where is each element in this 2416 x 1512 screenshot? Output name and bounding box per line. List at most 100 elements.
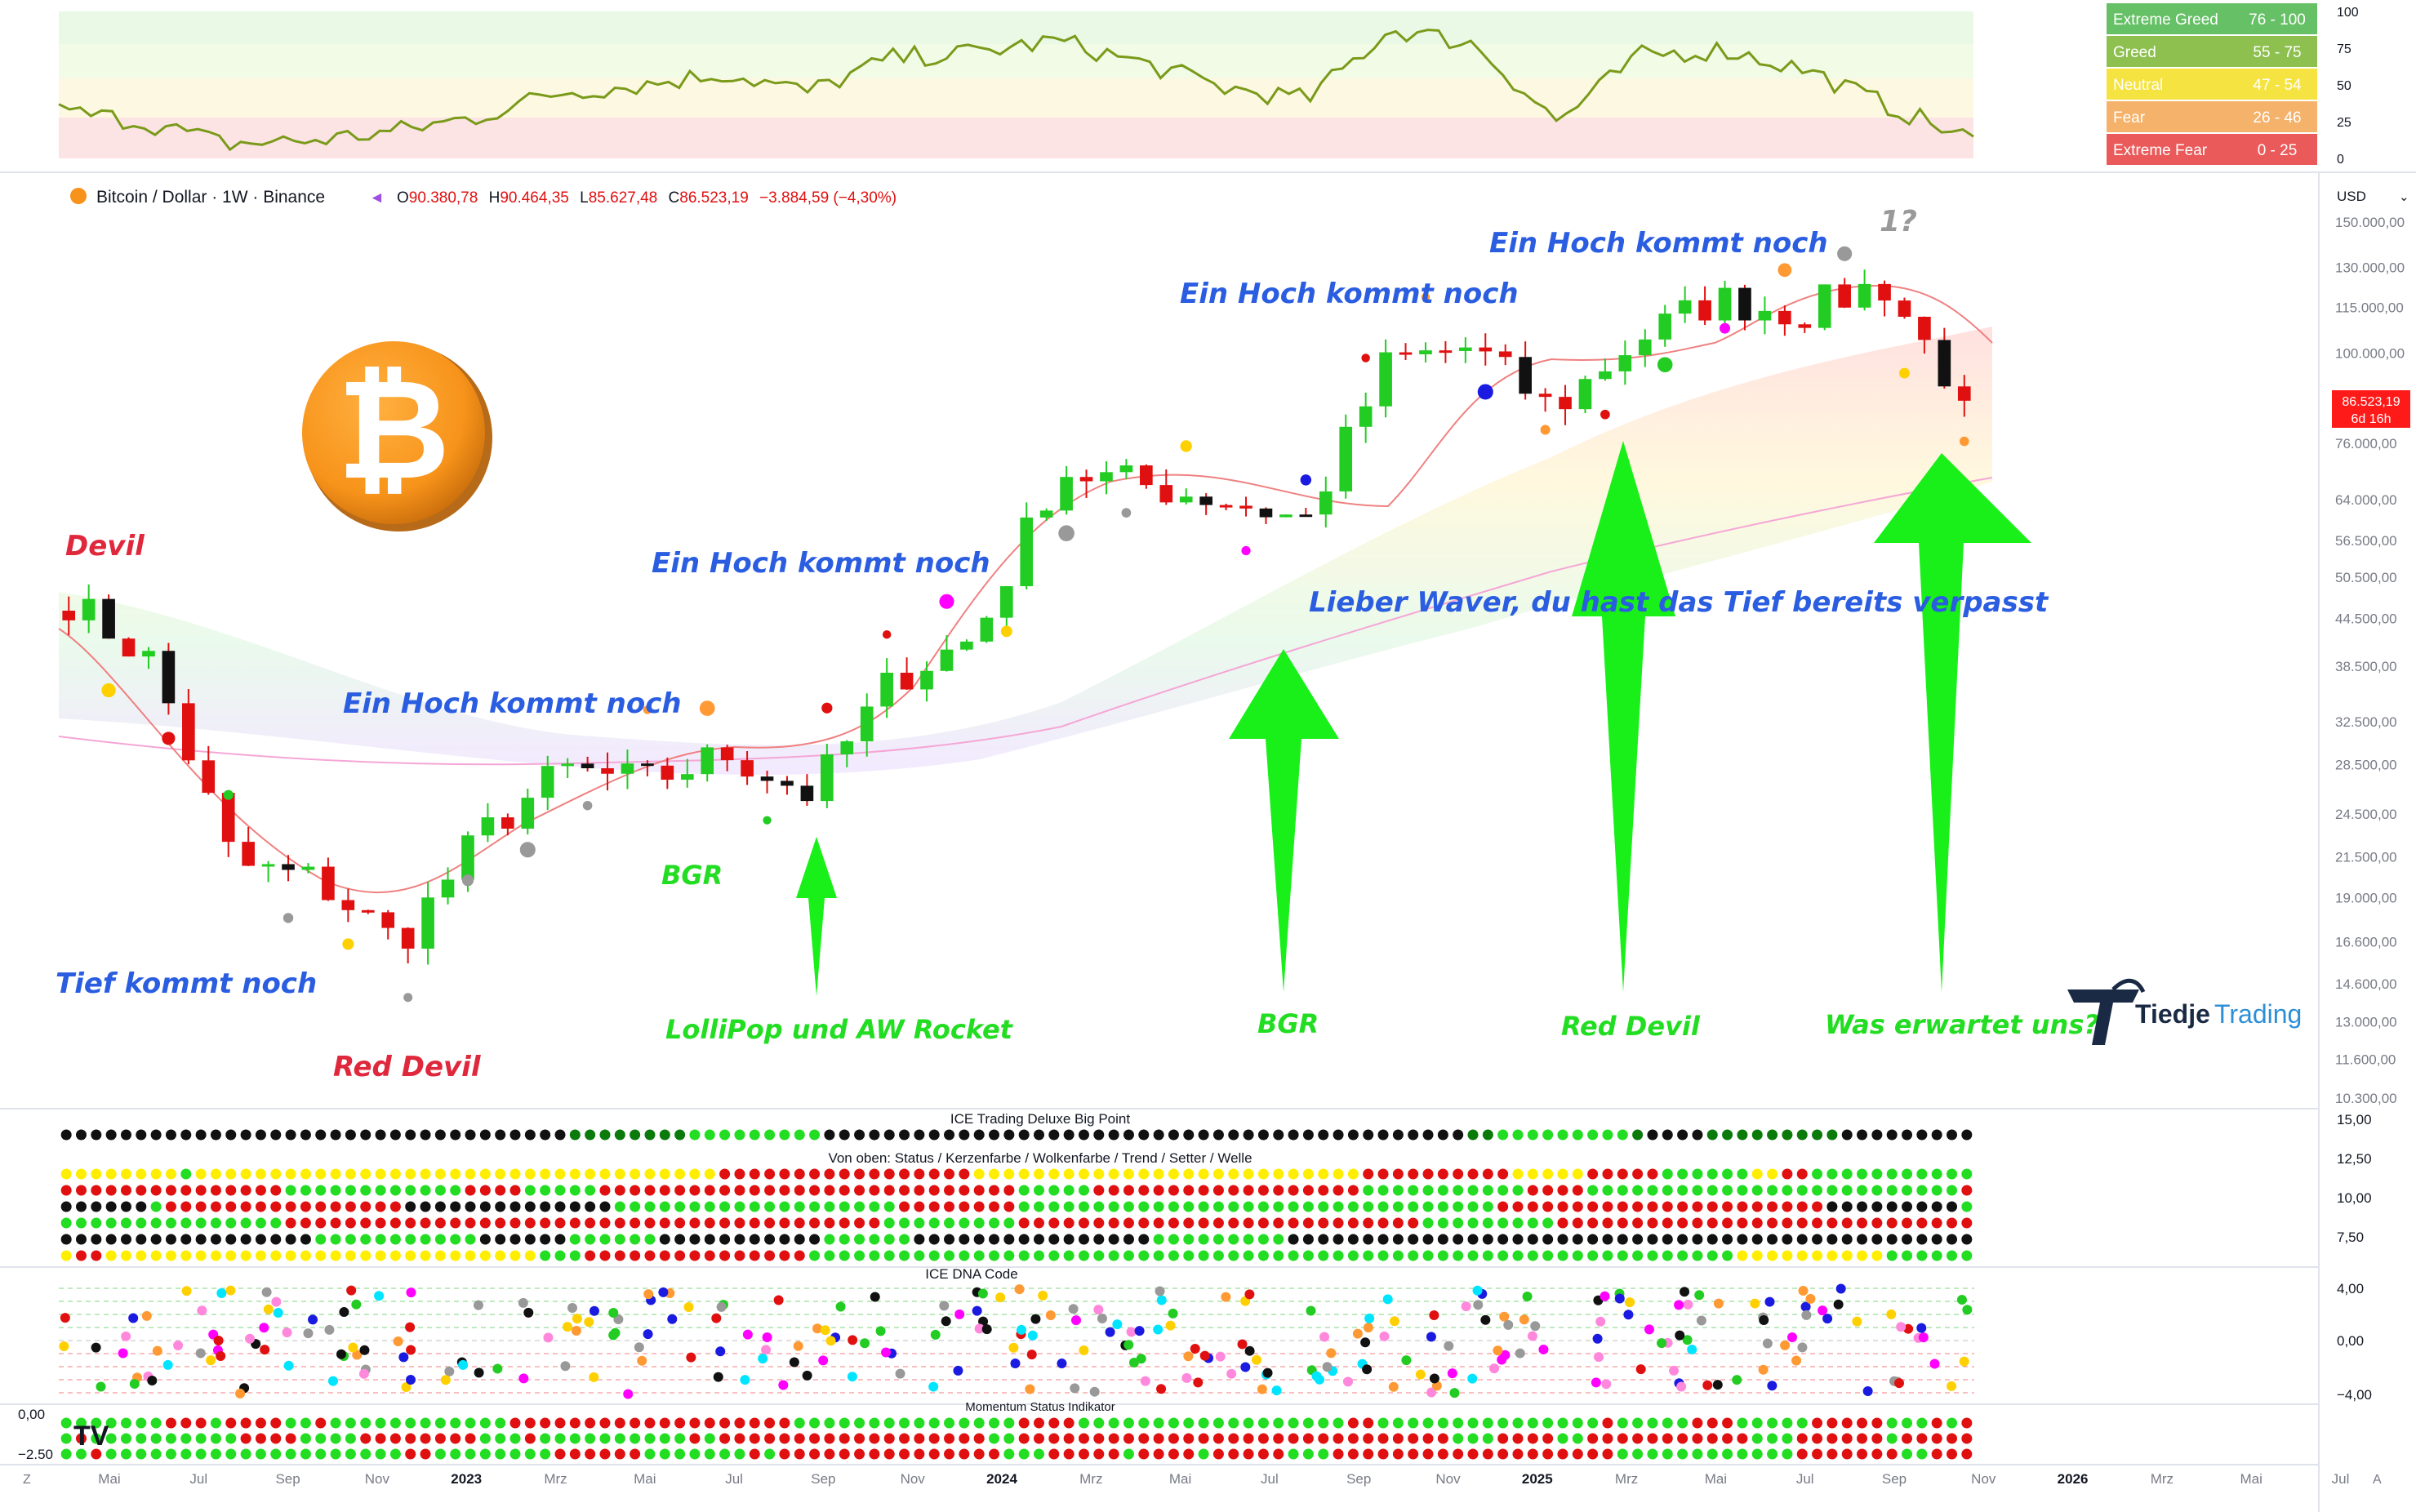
status-dot-row [60, 1201, 1973, 1212]
dna-dot [1712, 1380, 1723, 1390]
candle [1279, 514, 1293, 518]
dna-dot [1680, 1287, 1690, 1297]
dna-dot [835, 1301, 846, 1312]
dna-dot [1262, 1367, 1273, 1378]
dna-dot [716, 1301, 727, 1312]
annotation-devil: Devil [65, 530, 145, 563]
dna-dot [1379, 1331, 1390, 1341]
signal-dot [882, 629, 892, 639]
candle [1898, 297, 1911, 319]
momentum-tick: −2.50 [18, 1447, 53, 1462]
momentum-row [60, 1433, 1973, 1444]
signal-dot [1657, 357, 1673, 373]
dna-dot [643, 1289, 654, 1300]
dna-dot [197, 1305, 207, 1316]
dna-tick: 0,00 [2337, 1333, 2364, 1349]
dna-dot [1352, 1328, 1363, 1339]
dna-dot [1767, 1381, 1778, 1391]
time-label: Mrz [2151, 1471, 2174, 1487]
dna-dot [1271, 1385, 1282, 1396]
dna-dot [1862, 1386, 1873, 1397]
price-tick: 50.500,00 [2335, 570, 2397, 585]
dna-dot [1801, 1310, 1812, 1320]
time-axis[interactable]: Z A Mai Jul Sep Nov 2023 Mrz Mai Jul Sep Nov 2024 M… [0, 1464, 2382, 1487]
status-dot-row [60, 1250, 1973, 1261]
dna-dot [1635, 1364, 1646, 1375]
price-tick: 115.000,00 [2335, 300, 2404, 316]
candle [661, 757, 674, 789]
fear-greed-tick: 0 [2337, 153, 2344, 167]
currency-dropdown-icon[interactable]: ⌄ [2399, 190, 2409, 204]
currency-label: USD [2337, 189, 2366, 204]
share-icon[interactable]: ◄ [369, 189, 385, 207]
dna-dot [1750, 1298, 1760, 1309]
candle [1079, 469, 1093, 498]
signal-dot [162, 732, 176, 745]
dna-dot [1713, 1298, 1724, 1309]
dna-dot [1473, 1300, 1484, 1310]
candle [142, 647, 155, 669]
dna-dot [939, 1301, 950, 1311]
candle [781, 776, 794, 795]
signal-dot [1600, 409, 1610, 420]
candle [860, 693, 874, 757]
candle [481, 803, 495, 843]
fear-greed-tick: 100 [2337, 6, 2359, 20]
dna-dot [1472, 1285, 1483, 1296]
candle [1119, 459, 1133, 479]
candlestick-series [62, 269, 1971, 965]
status-dot-row [60, 1234, 1973, 1245]
dna-dot [1461, 1301, 1471, 1312]
candle [800, 774, 814, 806]
dna-dot [762, 1332, 772, 1342]
dna-dot [972, 1305, 982, 1316]
dna-dot [405, 1322, 416, 1332]
candle [1159, 469, 1173, 505]
dna-dot [162, 1359, 173, 1370]
candle [980, 616, 994, 643]
time-label: 2024 [986, 1471, 1017, 1487]
dna-dot [1818, 1305, 1828, 1316]
dna-dot [1444, 1341, 1454, 1351]
svg-text:Fear: Fear [2113, 109, 2146, 127]
time-label: Mai [1705, 1471, 1727, 1487]
dna-dot [1027, 1330, 1038, 1341]
candle [999, 585, 1013, 628]
dna-dot [261, 1287, 272, 1297]
zone-neutral [59, 78, 1973, 118]
dna-dot [1822, 1314, 1833, 1324]
dna-dot [1449, 1388, 1460, 1399]
dna-dot [263, 1304, 274, 1314]
dna-tick: 4,00 [2337, 1281, 2364, 1296]
dna-dot [820, 1325, 830, 1336]
dna-dot [1025, 1384, 1035, 1394]
dna-dot [121, 1331, 131, 1341]
candle [322, 857, 335, 901]
candle [1219, 504, 1233, 510]
dna-dot [1105, 1327, 1115, 1337]
dna-dot [216, 1287, 227, 1298]
dna-dot [1916, 1323, 1927, 1333]
dna-dot [870, 1292, 880, 1302]
symbol-header[interactable]: Bitcoin / Dollar · 1W · Binance ◄ O90.38… [70, 188, 897, 207]
dna-dot [758, 1354, 768, 1364]
price-axis[interactable]: USD ⌄ 150.000,00 130.000,00 115.000,00 100… [2318, 172, 2410, 1512]
candle [760, 770, 774, 794]
dna-dot [181, 1286, 192, 1296]
dna-dot [351, 1299, 362, 1310]
candle [940, 635, 954, 672]
dna-dot [1342, 1376, 1353, 1387]
dna-dot [1623, 1310, 1634, 1320]
signal-dot [1180, 440, 1192, 452]
dna-dot [1538, 1344, 1549, 1354]
candle [122, 637, 136, 657]
dna-dot [974, 1323, 985, 1334]
dna-dot [1530, 1321, 1541, 1332]
signal-dot [403, 993, 413, 1003]
dna-dot [543, 1332, 554, 1343]
dna-dot [563, 1322, 573, 1332]
candle [621, 749, 634, 789]
dna-dot [245, 1333, 256, 1344]
dna-dot [324, 1324, 335, 1335]
dna-dot [1156, 1295, 1167, 1305]
